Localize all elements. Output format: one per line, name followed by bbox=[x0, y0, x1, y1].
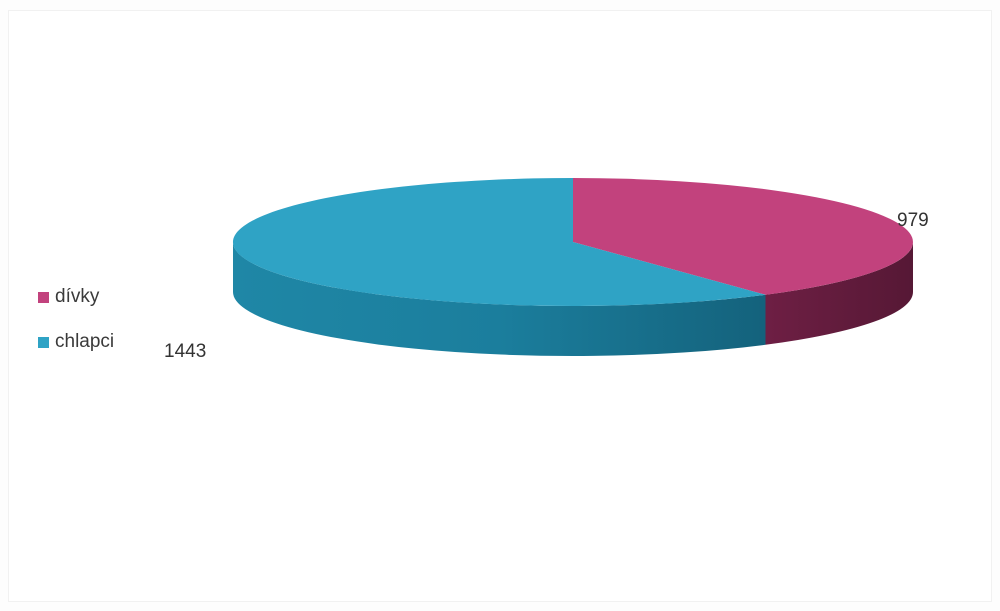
legend-item-chlapci: chlapci bbox=[38, 329, 114, 355]
legend-label-chlapci: chlapci bbox=[55, 331, 115, 352]
legend-swatch-chlapci bbox=[38, 336, 49, 348]
legend-item-divky: dívky bbox=[38, 284, 114, 310]
data-label-chlapci: 1443 bbox=[164, 341, 206, 362]
legend-label-divky: dívky bbox=[55, 286, 100, 307]
pie-side-chlapci bbox=[233, 242, 766, 356]
chart-legend: dívky chlapci bbox=[38, 284, 114, 374]
pie-side-divky bbox=[765, 242, 913, 345]
pie-slice-divky bbox=[573, 178, 913, 295]
pie-slice-chlapci bbox=[232, 178, 766, 306]
legend-swatch-divky bbox=[38, 291, 49, 303]
data-label-divky: 979 bbox=[897, 210, 929, 231]
